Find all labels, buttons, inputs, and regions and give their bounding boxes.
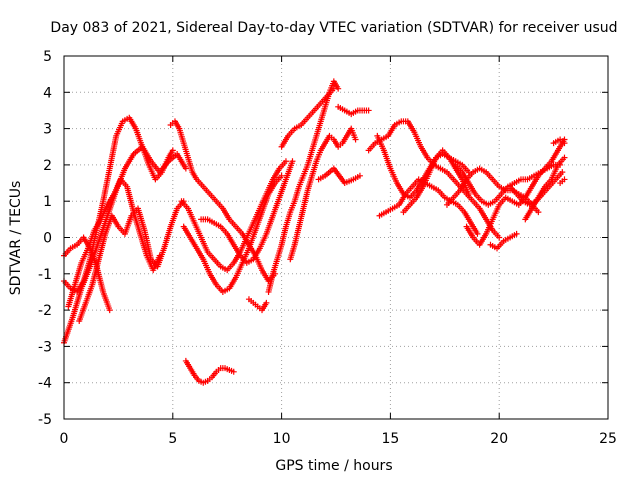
data-point	[230, 368, 237, 375]
x-tick-label: 20	[490, 431, 508, 447]
y-tick-label: -1	[38, 267, 52, 283]
data-points	[61, 78, 568, 386]
data-point	[182, 165, 189, 172]
y-tick-label: -2	[38, 303, 52, 319]
x-tick-label: 5	[168, 431, 177, 447]
y-tick-label: 5	[43, 49, 52, 65]
axis-ticks: 0 5 10 15 20 25 -5 -4 -3 -2 -1 0 1 2 3 4 5	[38, 49, 617, 447]
y-axis-label: SDTVAR / TECUs	[8, 181, 24, 296]
y-tick-label: -3	[38, 339, 52, 355]
y-tick-label: 3	[43, 122, 52, 138]
data-point	[474, 230, 481, 237]
data-point	[352, 136, 359, 143]
x-tick-label: 0	[60, 431, 69, 447]
data-point	[561, 140, 568, 147]
data-point	[561, 154, 568, 161]
data-point	[278, 172, 285, 179]
y-tick-label: -5	[38, 412, 52, 428]
x-axis-label: GPS time / hours	[275, 458, 392, 474]
chart-title: Day 083 of 2021, Sidereal Day-to-day VTE…	[50, 20, 617, 36]
grid	[64, 56, 608, 419]
data-point	[330, 85, 337, 92]
data-point	[559, 169, 566, 176]
data-point	[365, 107, 372, 114]
data-point	[263, 299, 270, 306]
x-tick-label: 15	[381, 431, 399, 447]
x-tick-label: 25	[599, 431, 617, 447]
x-tick-label: 10	[273, 431, 291, 447]
data-point	[465, 190, 472, 197]
y-tick-label: 0	[43, 231, 52, 247]
data-point	[106, 307, 113, 314]
data-point	[561, 176, 568, 183]
y-tick-label: 1	[43, 194, 52, 210]
y-tick-label: -4	[38, 376, 52, 392]
data-point	[496, 234, 503, 241]
data-point	[282, 158, 289, 165]
data-point	[535, 209, 542, 216]
data-point	[169, 147, 176, 154]
y-tick-label: 2	[43, 158, 52, 174]
y-tick-label: 4	[43, 85, 52, 101]
data-point	[356, 172, 363, 179]
data-point	[513, 230, 520, 237]
data-point	[289, 158, 296, 165]
